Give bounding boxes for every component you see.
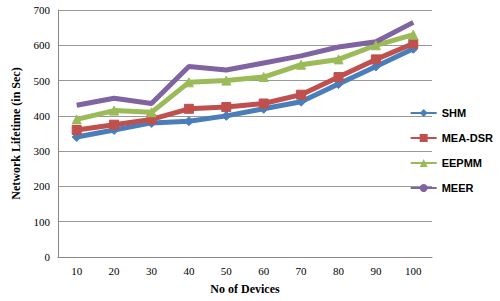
svg-text:Network Lifetime (in Sec): Network Lifetime (in Sec) [9, 67, 23, 199]
svg-text:60: 60 [258, 265, 270, 277]
svg-text:100: 100 [34, 216, 51, 228]
svg-text:70: 70 [296, 265, 308, 277]
svg-text:300: 300 [34, 145, 51, 157]
svg-text:400: 400 [34, 110, 51, 122]
svg-text:90: 90 [370, 265, 382, 277]
svg-text:MEER: MEER [442, 182, 474, 194]
svg-text:10: 10 [71, 265, 83, 277]
svg-text:30: 30 [146, 265, 158, 277]
svg-text:0: 0 [45, 251, 51, 263]
svg-text:50: 50 [221, 265, 233, 277]
svg-text:200: 200 [34, 180, 51, 192]
svg-text:MEA-DSR: MEA-DSR [442, 132, 493, 144]
svg-text:700: 700 [34, 4, 51, 16]
svg-text:EEPMM: EEPMM [442, 157, 482, 169]
svg-text:40: 40 [183, 265, 195, 277]
svg-text:500: 500 [34, 75, 51, 87]
svg-text:100: 100 [405, 265, 422, 277]
svg-text:600: 600 [34, 39, 51, 51]
svg-text:SHM: SHM [442, 107, 466, 119]
svg-text:No of Devices: No of Devices [210, 282, 280, 296]
svg-text:20: 20 [109, 265, 121, 277]
svg-text:80: 80 [333, 265, 345, 277]
